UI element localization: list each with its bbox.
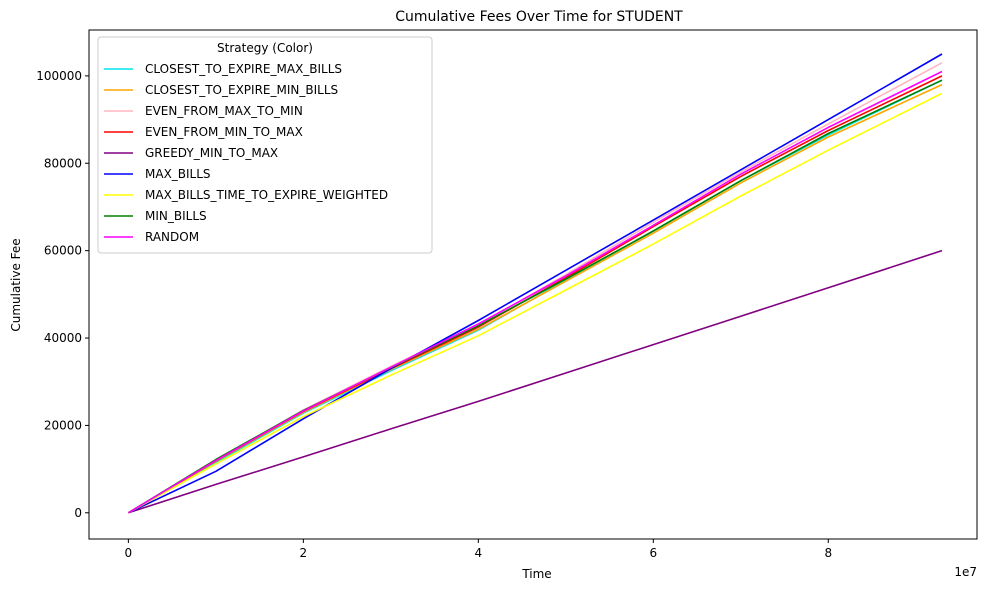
legend-label: MAX_BILLS — [145, 167, 211, 181]
x-tick-label: 2 — [300, 546, 308, 560]
x-axis-title: Time — [521, 567, 551, 581]
series-line-max-bills — [128, 53, 943, 514]
legend-label: EVEN_FROM_MIN_TO_MAX — [145, 125, 303, 139]
legend-title: Strategy (Color) — [217, 41, 313, 55]
legend-label: GREEDY_MIN_TO_MAX — [145, 146, 278, 160]
legend-label: CLOSEST_TO_EXPIRE_MIN_BILLS — [145, 83, 338, 97]
x-tick-label: 8 — [824, 546, 832, 560]
legend-label: RANDOM — [145, 230, 199, 244]
x-axis: 0 2 4 6 8 — [125, 539, 832, 560]
x-tick-label: 4 — [474, 546, 482, 560]
series-line-random — [127, 70, 943, 514]
y-axis-title: Cumulative Fee — [9, 238, 23, 331]
legend-label: MIN_BILLS — [145, 209, 207, 223]
y-tick-label: 100000 — [36, 69, 82, 83]
legend-label: EVEN_FROM_MAX_TO_MIN — [145, 104, 303, 118]
x-tick-label: 0 — [125, 546, 133, 560]
x-axis-multiplier: 1e7 — [954, 565, 977, 579]
series-line-max-bills-time-to-expire-weighted — [128, 92, 943, 514]
x-tick-label: 6 — [649, 546, 657, 560]
chart-title: Cumulative Fees Over Time for STUDENT — [395, 9, 683, 25]
y-tick-label: 60000 — [44, 244, 82, 258]
y-tick-label: 40000 — [44, 331, 82, 345]
y-tick-label: 20000 — [44, 418, 82, 432]
series-line-greedy-min-to-max — [128, 249, 943, 514]
legend-label: MAX_BILLS_TIME_TO_EXPIRE_WEIGHTED — [145, 188, 388, 202]
y-tick-label: 0 — [74, 506, 82, 520]
legend-box — [97, 36, 433, 254]
y-axis: 0 20000 40000 60000 80000 100000 — [36, 69, 89, 520]
legend: Strategy (Color) CLOSEST_TO_EXPIRE_MAX_B… — [97, 36, 433, 254]
series-layer — [127, 53, 943, 514]
legend-label: CLOSEST_TO_EXPIRE_MAX_BILLS — [145, 62, 342, 76]
plot-area — [88, 29, 978, 540]
y-tick-label: 80000 — [44, 156, 82, 170]
legend-items: CLOSEST_TO_EXPIRE_MAX_BILLS CLOSEST_TO_EX… — [104, 62, 388, 244]
